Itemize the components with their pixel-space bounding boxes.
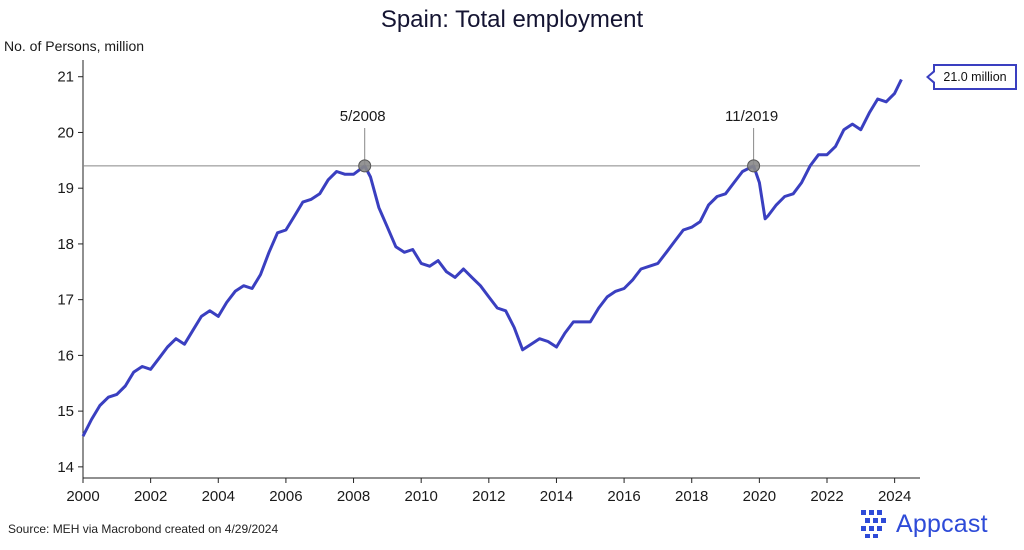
y-tick-label: 14 (57, 459, 74, 476)
peak-marker (358, 159, 372, 173)
x-tick-label: 2006 (269, 488, 302, 505)
annotation-label: 11/2019 (725, 108, 778, 125)
appcast-logo-icon (861, 510, 886, 538)
y-tick-label: 18 (57, 236, 74, 253)
peak-annotations: 5/2008 11/2019 (340, 108, 778, 173)
x-tick-label: 2012 (472, 488, 505, 505)
source-note: Source: MEH via Macrobond created on 4/2… (8, 522, 279, 536)
x-tick-label: 2014 (540, 488, 573, 505)
x-tick-label: 2022 (810, 488, 843, 505)
callout-arrow-inner (929, 72, 935, 82)
y-tick-label: 21 (57, 69, 74, 86)
y-tick-label: 15 (57, 403, 74, 420)
latest-value-callout: 21.0 million (933, 64, 1017, 90)
y-tick-label: 16 (57, 347, 74, 364)
y-tick-label: 17 (57, 292, 74, 309)
y-axis-label: No. of Persons, million (4, 38, 145, 54)
x-tick-label: 2024 (878, 488, 911, 505)
y-tick-label: 19 (57, 180, 74, 197)
x-tick-label: 2010 (404, 488, 437, 505)
peak-marker (747, 159, 761, 173)
x-tick-label: 2008 (337, 488, 370, 505)
x-tick-label: 2004 (202, 488, 235, 505)
x-tick-label: 2002 (134, 488, 167, 505)
y-ticks: 14 15 16 17 18 19 20 21 (57, 69, 83, 476)
x-ticks: 2000 2002 2004 2006 2008 2010 2012 2014 2016 2018… (66, 478, 911, 505)
x-tick-label: 2016 (607, 488, 640, 505)
brand-name: Appcast (896, 509, 988, 538)
chart-title: Spain: Total employment (380, 6, 644, 33)
series-line-total-employment (81, 78, 903, 437)
x-tick-label: 2020 (743, 488, 776, 505)
x-tick-label: 2018 (675, 488, 708, 505)
y-tick-label: 20 (57, 124, 74, 141)
brand-logo: Appcast (860, 506, 988, 542)
x-tick-label: 2000 (66, 488, 99, 505)
annotation-label: 5/2008 (340, 108, 386, 125)
